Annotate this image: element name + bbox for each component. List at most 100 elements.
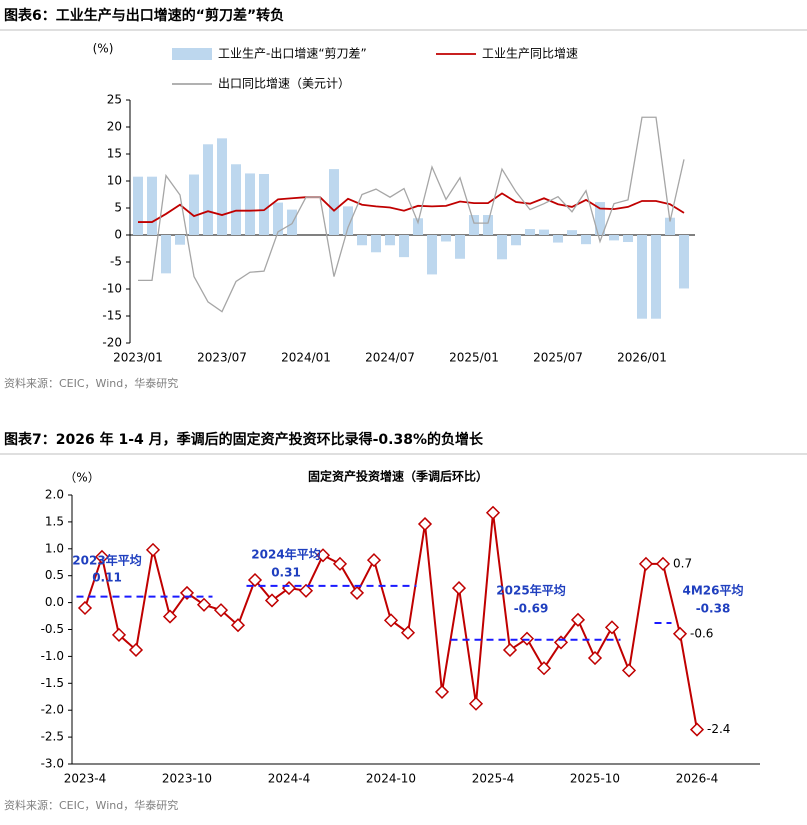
y-tick-label: 2.0 (45, 488, 64, 502)
x-tick-label: 2023-4 (64, 772, 107, 786)
x-tick-label: 2024/01 (281, 351, 331, 365)
x-tick-label: 2026-4 (676, 772, 719, 786)
bar (371, 235, 381, 253)
line (138, 192, 685, 223)
y-tick-label: 5 (114, 201, 122, 215)
average-label: 4M26平均 (683, 583, 744, 598)
bar (651, 235, 661, 319)
marker (655, 556, 671, 571)
x-tick-label: 2024-4 (268, 772, 311, 786)
marker (383, 613, 399, 628)
marker (604, 620, 620, 635)
marker (230, 618, 246, 633)
marker (128, 642, 144, 658)
marker (145, 542, 161, 557)
bar (567, 230, 577, 235)
chart-subtitle: 固定资产投资增速（季调后环比） (308, 469, 488, 484)
marker (315, 548, 331, 563)
marker (366, 553, 382, 568)
bar (525, 229, 535, 235)
marker (247, 572, 263, 588)
bar (595, 202, 605, 235)
x-tick-label: 2024-10 (366, 772, 416, 786)
bar (469, 215, 479, 235)
chart-title: 图表7：2026 年 1-4 月，季调后的固定资产投资环比录得-0.38%的负增… (4, 431, 484, 448)
bar (203, 144, 213, 235)
bar (161, 235, 171, 274)
average-value: 0.31 (271, 566, 301, 580)
y-tick-label: 15 (107, 147, 122, 161)
bar (637, 235, 647, 319)
y-tick-label: -10 (102, 282, 122, 296)
marker (672, 626, 688, 641)
y-tick-label: 25 (107, 93, 122, 107)
source: 资料来源：CEIC，Wind，华泰研究 (4, 376, 178, 390)
marker (264, 593, 280, 608)
bar (441, 235, 451, 242)
bar (385, 235, 395, 246)
y-axis-label: (%) (93, 42, 114, 56)
bar (231, 164, 241, 235)
y-tick-label: -1.0 (41, 649, 64, 663)
marker (519, 631, 535, 646)
average-value: -0.38 (696, 602, 731, 616)
bar (427, 235, 437, 275)
marker (570, 612, 586, 627)
marker (332, 556, 348, 571)
average-value: 0.11 (92, 571, 122, 585)
marker (94, 549, 110, 564)
y-tick-label: 0.5 (45, 568, 64, 582)
bar (343, 206, 353, 235)
marker (400, 625, 416, 640)
marker (536, 661, 552, 676)
x-tick-label: 2025-4 (472, 772, 515, 786)
marker (434, 684, 450, 699)
y-tick-label: -15 (102, 309, 122, 323)
bar (553, 235, 563, 243)
x-tick-label: 2023/07 (197, 351, 247, 365)
x-tick-label: 2026/01 (617, 351, 667, 365)
bar (399, 235, 409, 258)
bar (539, 229, 549, 235)
bar (217, 138, 227, 235)
x-tick-label: 2023/01 (113, 351, 163, 365)
marker (162, 609, 178, 624)
bar (189, 174, 199, 235)
bar (623, 235, 633, 243)
y-tick-label: -2.0 (41, 703, 64, 717)
data-label: -2.4 (707, 722, 730, 736)
legend-label: 出口同比增速（美元计） (218, 77, 350, 91)
marker (77, 600, 93, 616)
marker (587, 650, 603, 666)
marker (638, 556, 654, 571)
marker (621, 663, 637, 678)
y-tick-label: -5 (110, 255, 122, 269)
x-tick-label: 2025-10 (570, 772, 620, 786)
marker (485, 505, 501, 520)
line (138, 116, 685, 313)
marker (502, 642, 518, 658)
x-tick-label: 2024/07 (365, 351, 415, 365)
y-tick-label: 1.0 (45, 541, 64, 555)
y-tick-label: 1.5 (45, 514, 64, 528)
marker (111, 627, 127, 642)
marker (213, 603, 229, 618)
bar (259, 173, 269, 235)
average-label: 2025年平均 (496, 583, 565, 598)
legend-label: 工业生产-出口增速“剪刀差” (218, 46, 367, 61)
bar (455, 235, 465, 259)
data-label: 0.7 (673, 556, 692, 570)
bar (581, 235, 591, 245)
y-tick-label: -1.5 (41, 676, 64, 690)
marker (689, 722, 705, 737)
legend-swatch (172, 48, 212, 60)
marker (468, 696, 484, 711)
bar (133, 176, 143, 235)
marker (298, 583, 314, 598)
bar (609, 235, 619, 241)
bar (511, 235, 521, 246)
bar (497, 235, 507, 260)
source: 资料来源：CEIC，Wind，华泰研究 (4, 798, 178, 812)
average-value: -0.69 (514, 602, 549, 616)
bar (175, 235, 185, 245)
